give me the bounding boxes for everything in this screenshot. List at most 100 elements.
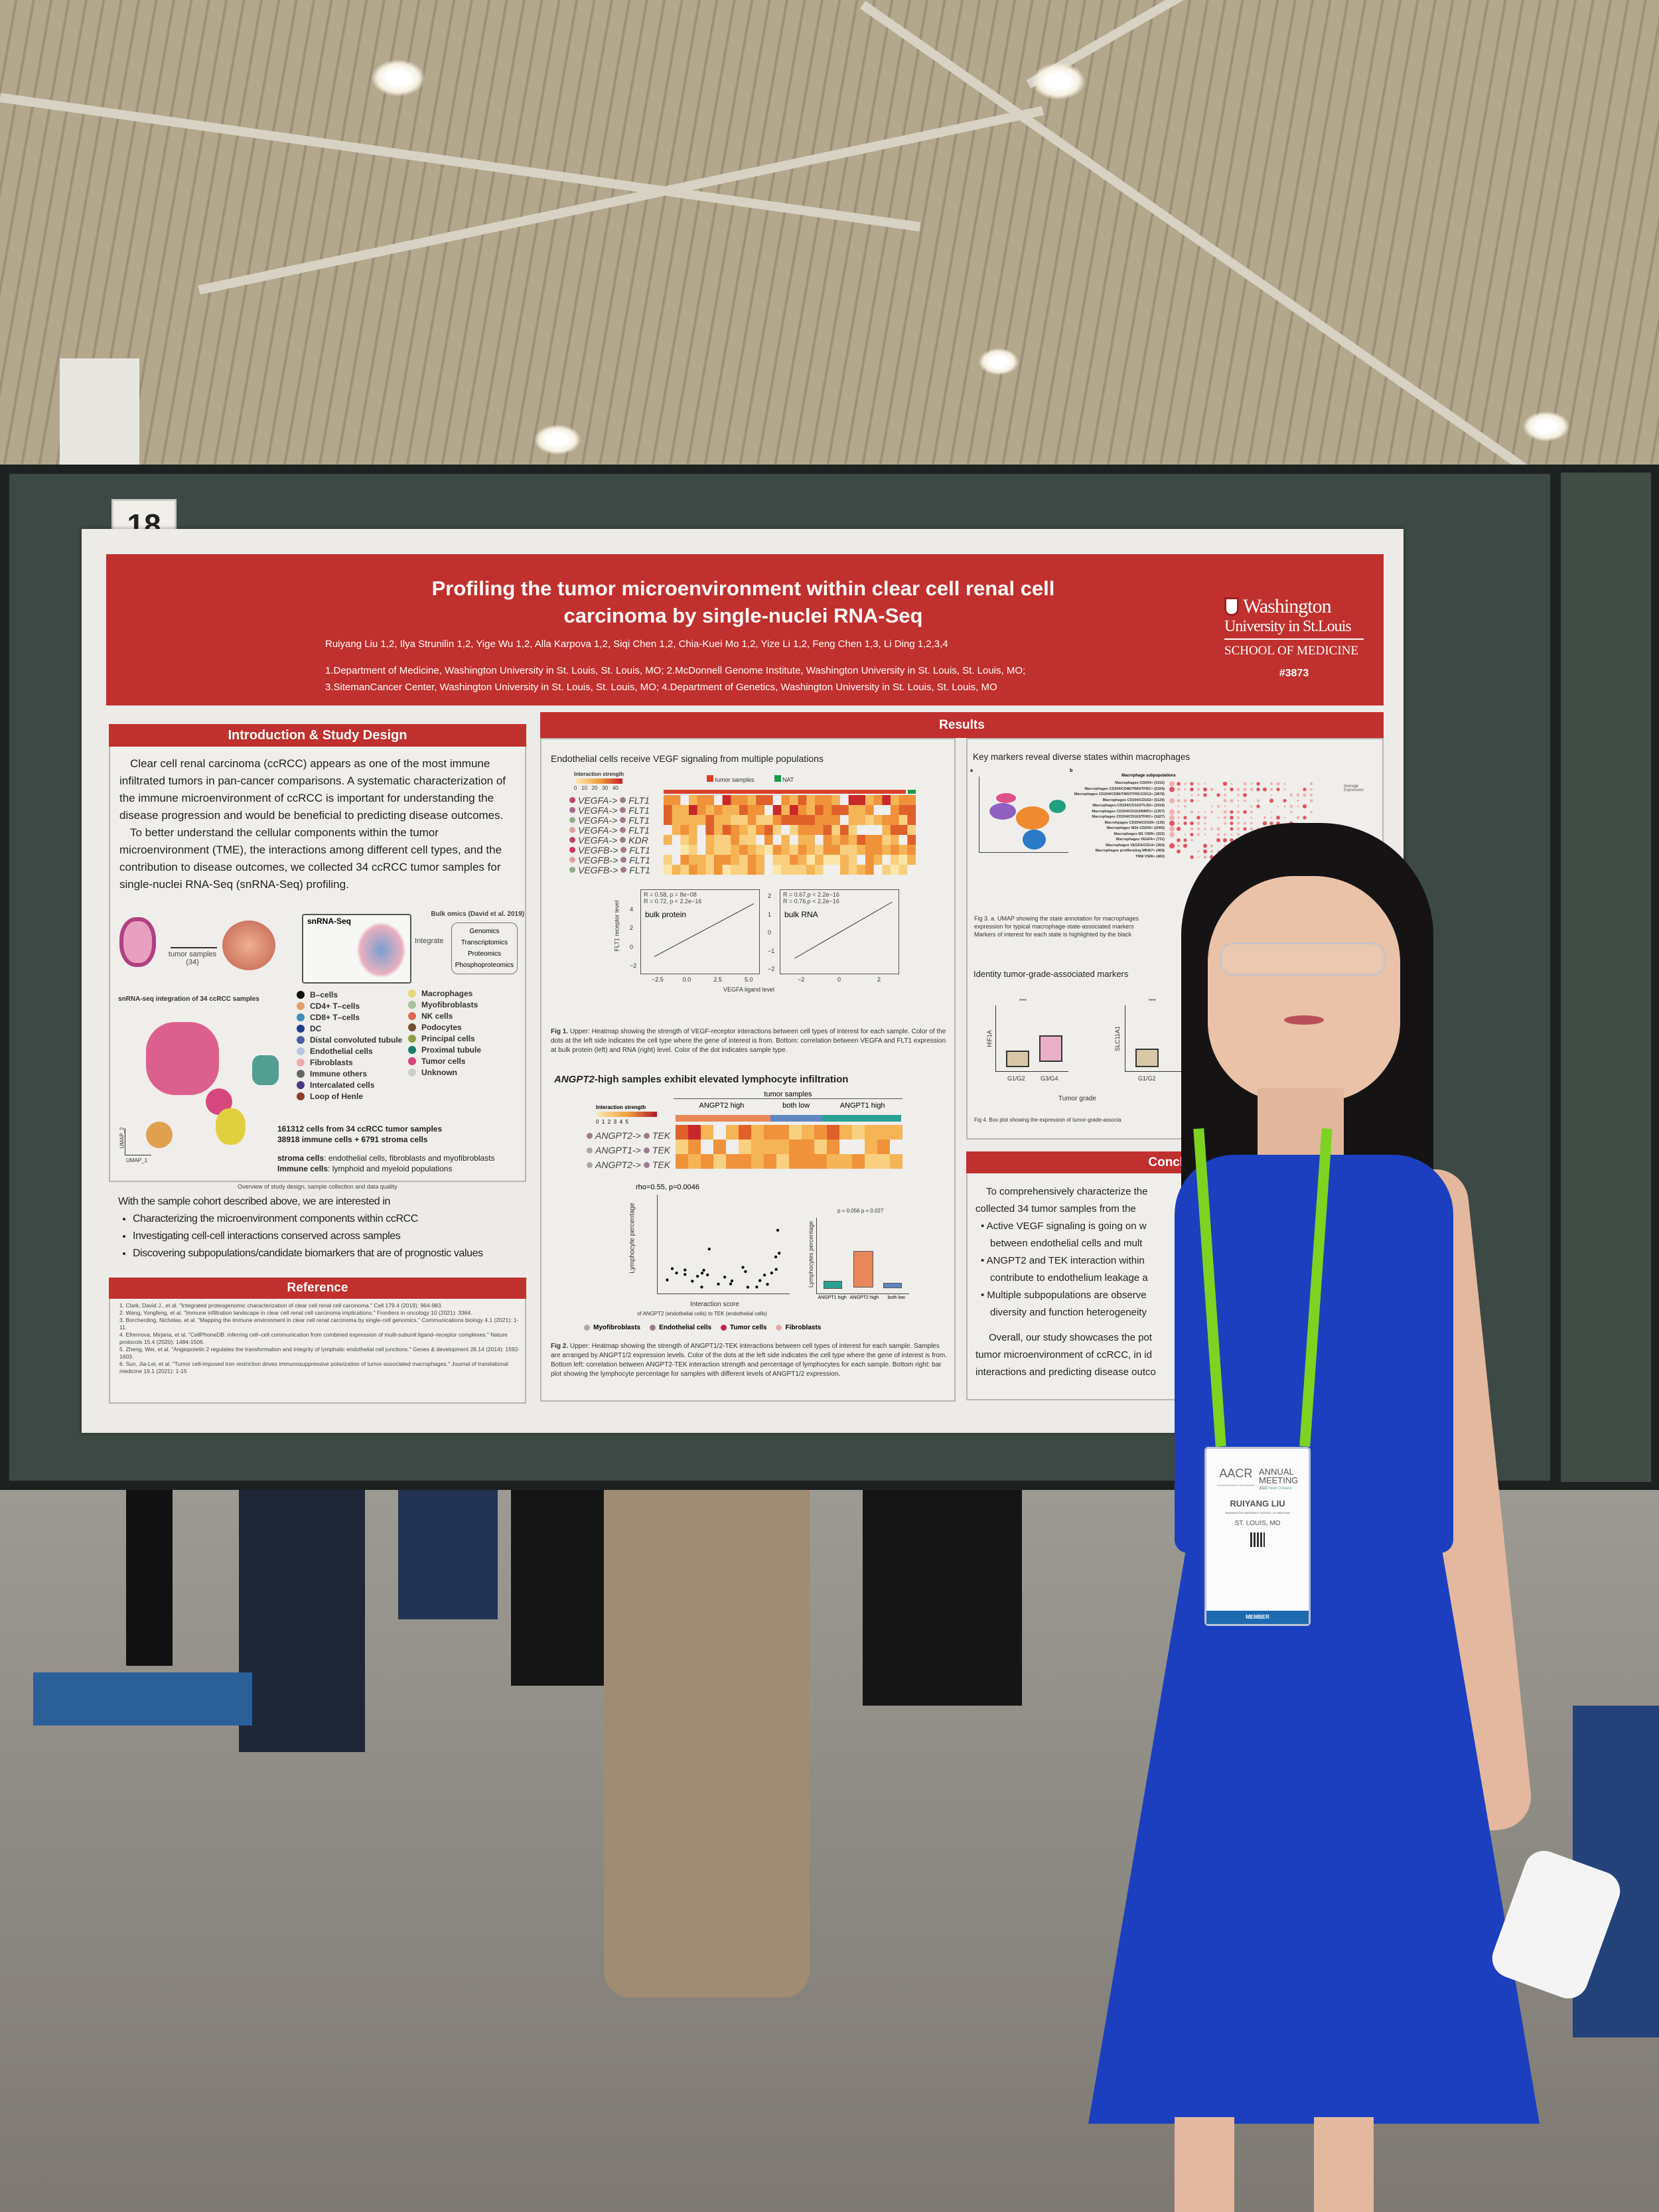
dot-plot-point xyxy=(1243,782,1247,786)
dot-plot-point xyxy=(1236,810,1240,814)
reference-list: 1. Clark, David J., et al. "Integrated p… xyxy=(119,1302,521,1375)
bulk-omics-item: Proteomics xyxy=(467,950,501,958)
scatter-point xyxy=(705,1273,709,1277)
intro-paragraph-1: Clear cell renal carcinoma (ccRCC) appea… xyxy=(119,757,506,822)
dot-plot-point xyxy=(1250,810,1253,814)
dot-plot-point xyxy=(1210,828,1213,830)
legend-dot-icon xyxy=(297,990,305,999)
event-year: 2022 xyxy=(1258,1487,1268,1491)
fig2-heatmap xyxy=(676,1125,902,1169)
dot-plot-point xyxy=(1222,781,1228,786)
dot-plot-point xyxy=(1184,782,1187,785)
dot-plot-point xyxy=(1230,821,1234,826)
heatmap-cell xyxy=(890,1140,902,1155)
receptor: TEK xyxy=(652,1130,671,1141)
heatmap-cell xyxy=(756,845,765,855)
heatmap-cell xyxy=(739,815,749,826)
dot-plot-point xyxy=(1190,839,1193,842)
dot-plot-point xyxy=(1303,816,1307,820)
poster-title-line2: carcinoma by single-nuclei RNA-Seq xyxy=(563,604,923,627)
celltype-dot-icon xyxy=(620,867,627,873)
arrow-icon xyxy=(171,947,217,948)
heatmap-cell xyxy=(705,815,715,826)
heatmap-cell xyxy=(714,805,723,816)
heatmap-cell xyxy=(840,865,849,875)
subpop-item: Macrophages M1 VSIR+ (322) xyxy=(1114,832,1165,836)
heatmap-cell xyxy=(756,805,765,816)
heatmap-cell xyxy=(722,825,731,836)
heatmap-cell xyxy=(831,825,841,836)
x-tick-label: 2 xyxy=(877,976,881,983)
heatmap-cell xyxy=(891,845,900,855)
dot-plot-point xyxy=(1270,816,1273,819)
heatmap-cell xyxy=(891,855,900,865)
heatmap-cell xyxy=(840,805,849,816)
dot-plot-point xyxy=(1210,810,1214,814)
legend-dot-icon xyxy=(776,1325,782,1331)
dot-plot-point xyxy=(1183,821,1187,826)
significance: **** xyxy=(1149,999,1156,1003)
tumor-cells-icon xyxy=(222,921,275,970)
heatmap-cell xyxy=(873,795,883,806)
cell-type-legend-left: B–cells CD4+ T–cells CD8+ T–cells DC Distal … xyxy=(297,989,402,1102)
washu-logo: Washington University in St.Louis SCHOOL… xyxy=(1224,595,1364,680)
heatmap-cell xyxy=(891,835,900,846)
fig2-row-label: ANGPT2-> TEK xyxy=(587,1128,670,1143)
scatter-point xyxy=(723,1276,727,1279)
scatter-point xyxy=(675,1271,678,1275)
heatmap-cell xyxy=(823,865,832,875)
fig2-box-ylabel: Lymphocytes percentage xyxy=(808,1220,815,1288)
celltype-dot-icon xyxy=(587,1147,593,1153)
dot-plot-point xyxy=(1177,787,1181,792)
heatmap-cell xyxy=(722,865,731,875)
title-part: -high samples exhibit elevated lymphocyt… xyxy=(594,1074,849,1085)
heatmap-cell xyxy=(722,835,731,846)
legend-dot-icon xyxy=(584,1325,590,1331)
box-group-label: ANGPT2 high xyxy=(849,1295,879,1300)
celltype-dot-icon xyxy=(620,827,626,833)
poster-header: Profiling the tumor microenvironment wit… xyxy=(106,554,1384,705)
dot-plot-point xyxy=(1169,826,1175,832)
heatmap-cell xyxy=(664,815,673,826)
cell-stats: 161312 cells from 34 ccRCC tumor samples… xyxy=(277,1124,495,1174)
cell-type-legend-item: Endothelial cells xyxy=(297,1045,402,1057)
dot-plot-point xyxy=(1177,844,1180,848)
dot-plot-point xyxy=(1196,788,1200,791)
receptor: FLT1 xyxy=(628,814,650,826)
ligand: ANGPT2-> xyxy=(595,1130,641,1141)
legend-dot-icon xyxy=(408,1023,416,1031)
fig2-scatter-subxlabel: of ANGPT2 (endothelial cells) to TEK (en… xyxy=(637,1311,767,1317)
heatmap-cell xyxy=(857,855,866,865)
heatmap-cell xyxy=(798,805,807,816)
celltype-dot-icon xyxy=(569,827,575,833)
heatmap-cell xyxy=(688,1154,701,1169)
heatmap-cell xyxy=(764,795,774,806)
dot-plot-point xyxy=(1190,827,1194,831)
heatmap-cell xyxy=(890,1154,902,1169)
dot-plot-point xyxy=(1197,800,1200,802)
dot-plot-point xyxy=(1196,827,1200,831)
caption-line: Markers of interest for each state is hi… xyxy=(974,931,1132,938)
dot-plot-point xyxy=(1263,816,1267,820)
heatmap-cell xyxy=(848,815,857,826)
heatmap-cell xyxy=(751,1125,764,1140)
stat-line: R = 0.67,p < 2.2e−16 xyxy=(783,891,839,898)
umap-cluster xyxy=(216,1108,246,1145)
interests-intro: With the sample cohort described above, … xyxy=(118,1196,391,1207)
heatmap-cell xyxy=(731,835,740,846)
dot-plot-point xyxy=(1256,782,1260,786)
heatmap-cell xyxy=(865,1125,878,1140)
heatmap-cell xyxy=(751,1140,764,1155)
dot-plot-point xyxy=(1250,827,1254,831)
heatmap-cell xyxy=(739,1154,752,1169)
heatmap-cell xyxy=(764,1154,777,1169)
heatmap-cell xyxy=(873,825,883,836)
scatter-point xyxy=(729,1282,733,1286)
legend-dot-icon xyxy=(408,1011,416,1020)
heatmap-cell xyxy=(731,865,740,875)
legend-dot-icon xyxy=(297,1058,305,1067)
heatmap-cell xyxy=(806,835,816,846)
dot-plot-point xyxy=(1177,794,1180,796)
heatmap-cell xyxy=(857,865,866,875)
attendee-leg xyxy=(239,1487,365,1752)
